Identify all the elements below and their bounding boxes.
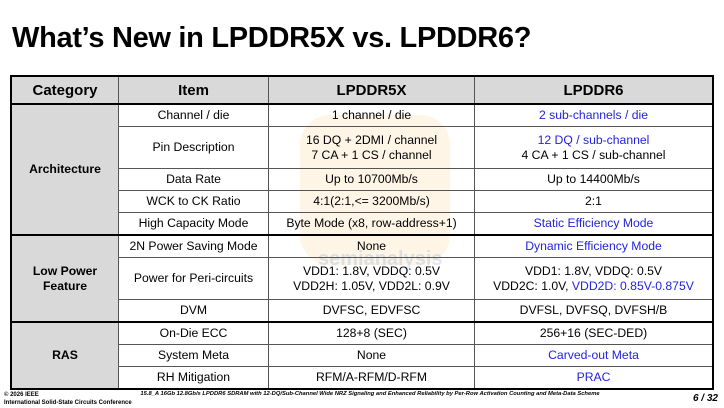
cell-line: 16 DQ + 2DMI / channel [305, 132, 438, 147]
table-row: DVM DVFSC, EDVFSC DVFSL, DVFSQ, DVFSH/B [11, 299, 714, 323]
column-header: Item [118, 75, 269, 105]
lpddr5x-cell: None [268, 344, 475, 367]
lpddr6-cell: PRAC [474, 366, 714, 390]
item-cell: RH Mitigation [118, 366, 269, 390]
item-cell: Data Rate [118, 168, 269, 191]
lpddr5x-cell: Up to 10700Mb/s [268, 168, 475, 191]
table-row: Pin Description 16 DQ + 2DMI / channel 7 C… [11, 126, 714, 169]
conference-name: International Solid-State Circuits Confe… [4, 400, 132, 406]
cell-line: 2:1 [475, 194, 712, 209]
cell-line: 1 channel / die [331, 108, 412, 122]
lpddr6-cell: Static Efficiency Mode [474, 212, 714, 236]
paper-title: 15.8_A 16Gb 12.8Gb/s LPDDR6 SDRAM with 1… [140, 391, 600, 397]
cell-line: 12 DQ / sub-channel [475, 133, 712, 148]
lpddr5x-cell: 16 DQ + 2DMI / channel 7 CA + 1 CS / chan… [268, 126, 475, 169]
cell-line: 4:1(2:1,<= 3200Mb/s) [313, 194, 430, 208]
cell-text: 12 DQ / sub-channel [537, 132, 650, 147]
cell-text: DVFSL, DVFSQ, DVFSH/B [519, 303, 668, 317]
cell-text: 2:1 [585, 194, 602, 208]
table-row: RAS On-Die ECC 128+8 (SEC) 256+16 (SEC-DED) [10, 321, 714, 390]
item-cell: System Meta [118, 344, 269, 367]
copyright: © 2026 IEEE [4, 392, 39, 398]
cell-line: DVFSL, DVFSQ, DVFSH/B [475, 303, 712, 318]
item-cell: On-Die ECC [118, 321, 269, 345]
lpddr5x-cell: VDD1: 1.8V, VDDQ: 0.5V VDD2H: 1.05V, VDD2… [268, 257, 475, 300]
table-row: Architecture Channel / die 1 channel / die… [10, 103, 714, 236]
cell-line: Dynamic Efficiency Mode [475, 239, 712, 254]
cell-line: Byte Mode (x8, row-address+1) [286, 216, 457, 230]
lpddr6-cell: Carved-out Meta [474, 344, 714, 367]
cell-line: Up to 10700Mb/s [325, 172, 418, 186]
cell-line: 256+16 (SEC-DED) [475, 326, 712, 341]
cell-line: VDD2C: 1.0V, VDD2D: 0.85V-0.875V [475, 279, 712, 294]
cell-text: Dynamic Efficiency Mode [525, 239, 662, 253]
table-row: Data Rate Up to 10700Mb/s Up to 14400Mb/s [11, 168, 714, 191]
category-cell: Low Power Feature [10, 234, 119, 323]
category-cell: RAS [10, 321, 119, 390]
cell-text-highlight: VDD2D: 0.85V-0.875V [571, 278, 694, 293]
item-cell: 2N Power Saving Mode [118, 234, 269, 258]
lpddr5x-cell: None [268, 234, 475, 258]
cell-text: VDD1: 1.8V, VDDQ: 0.5V [524, 263, 663, 278]
cell-text: 4 CA + 1 CS / sub-channel [521, 147, 666, 162]
item-cell: Pin Description [118, 126, 269, 169]
lpddr6-cell: DVFSL, DVFSQ, DVFSH/B [474, 299, 714, 323]
page-number: 6 / 32 [692, 393, 718, 404]
cell-text: Static Efficiency Mode [533, 216, 654, 230]
cell-line: Static Efficiency Mode [475, 216, 712, 231]
category-cell: Architecture [10, 103, 119, 236]
item-cell: Power for Peri-circuits [118, 257, 269, 300]
cell-line: VDD1: 1.8V, VDDQ: 0.5V [302, 263, 441, 278]
cell-text: PRAC [576, 370, 611, 384]
cell-line: None [356, 239, 387, 253]
cell-line: 7 CA + 1 CS / channel [311, 147, 432, 162]
cell-line: Up to 14400Mb/s [475, 172, 712, 187]
lpddr6-cell: 2 sub-channels / die [474, 103, 714, 127]
lpddr6-cell: 256+16 (SEC-DED) [474, 321, 714, 345]
lpddr5x-cell: 1 channel / die [268, 103, 475, 127]
cell-line: Carved-out Meta [475, 348, 712, 363]
cell-line: RFM/A-RFM/D-RFM [315, 370, 427, 384]
item-cell: High Capacity Mode [118, 212, 269, 236]
lpddr6-cell: 2:1 [474, 190, 714, 213]
table-row: High Capacity Mode Byte Mode (x8, row-add… [11, 212, 714, 236]
cell-line: 4 CA + 1 CS / sub-channel [475, 148, 712, 163]
lpddr5x-cell: DVFSC, EDVFSC [268, 299, 475, 323]
slide-title: What’s New in LPDDR5X vs. LPDDR6? [12, 22, 532, 54]
cell-line: VDD1: 1.8V, VDDQ: 0.5V [475, 264, 712, 279]
lpddr5x-cell: 4:1(2:1,<= 3200Mb/s) [268, 190, 475, 213]
column-header: LPDDR5X [268, 75, 475, 105]
lpddr5x-cell: Byte Mode (x8, row-address+1) [268, 212, 475, 236]
comparison-table: Category Item LPDDR5X LPDDR6 Architecture Ch… [10, 75, 714, 390]
cell-text: Up to 14400Mb/s [547, 172, 640, 186]
column-header: Category [10, 75, 119, 105]
cell-line: 2 sub-channels / die [475, 108, 712, 123]
table-row: System Meta None Carved-out Meta [11, 344, 714, 367]
cell-line: None [356, 348, 387, 362]
cell-text: Carved-out Meta [548, 348, 639, 362]
column-header: LPDDR6 [474, 75, 714, 105]
footer-left: © 2026 IEEE International Solid-State Ci… [4, 391, 132, 407]
table-row: RH Mitigation RFM/A-RFM/D-RFM PRAC [11, 366, 714, 390]
lpddr6-cell: VDD1: 1.8V, VDDQ: 0.5V VDD2C: 1.0V, VDD2D… [474, 257, 714, 300]
cell-text: 2 sub-channels / die [538, 108, 649, 122]
cell-text: 256+16 (SEC-DED) [539, 326, 648, 340]
lpddr5x-cell: RFM/A-RFM/D-RFM [268, 366, 475, 390]
item-cell: WCK to CK Ratio [118, 190, 269, 213]
table-row: WCK to CK Ratio 4:1(2:1,<= 3200Mb/s) 2:1 [11, 190, 714, 213]
lpddr6-cell: Dynamic Efficiency Mode [474, 234, 714, 258]
lpddr6-cell: 12 DQ / sub-channel 4 CA + 1 CS / sub-cha… [474, 126, 714, 169]
table-row: Power for Peri-circuits VDD1: 1.8V, VDDQ:… [11, 257, 714, 300]
lpddr6-cell: Up to 14400Mb/s [474, 168, 714, 191]
cell-text: VDD2C: 1.0V, [493, 278, 572, 293]
item-cell: DVM [118, 299, 269, 323]
cell-line: DVFSC, EDVFSC [322, 303, 421, 317]
lpddr5x-cell: 128+8 (SEC) [268, 321, 475, 345]
cell-line: VDD2H: 1.05V, VDD2L: 0.9V [293, 278, 450, 293]
table-row: Low Power Feature 2N Power Saving Mode Non… [10, 234, 714, 323]
item-cell: Channel / die [118, 103, 269, 127]
cell-line: 128+8 (SEC) [336, 326, 407, 340]
cell-line: PRAC [475, 370, 712, 385]
